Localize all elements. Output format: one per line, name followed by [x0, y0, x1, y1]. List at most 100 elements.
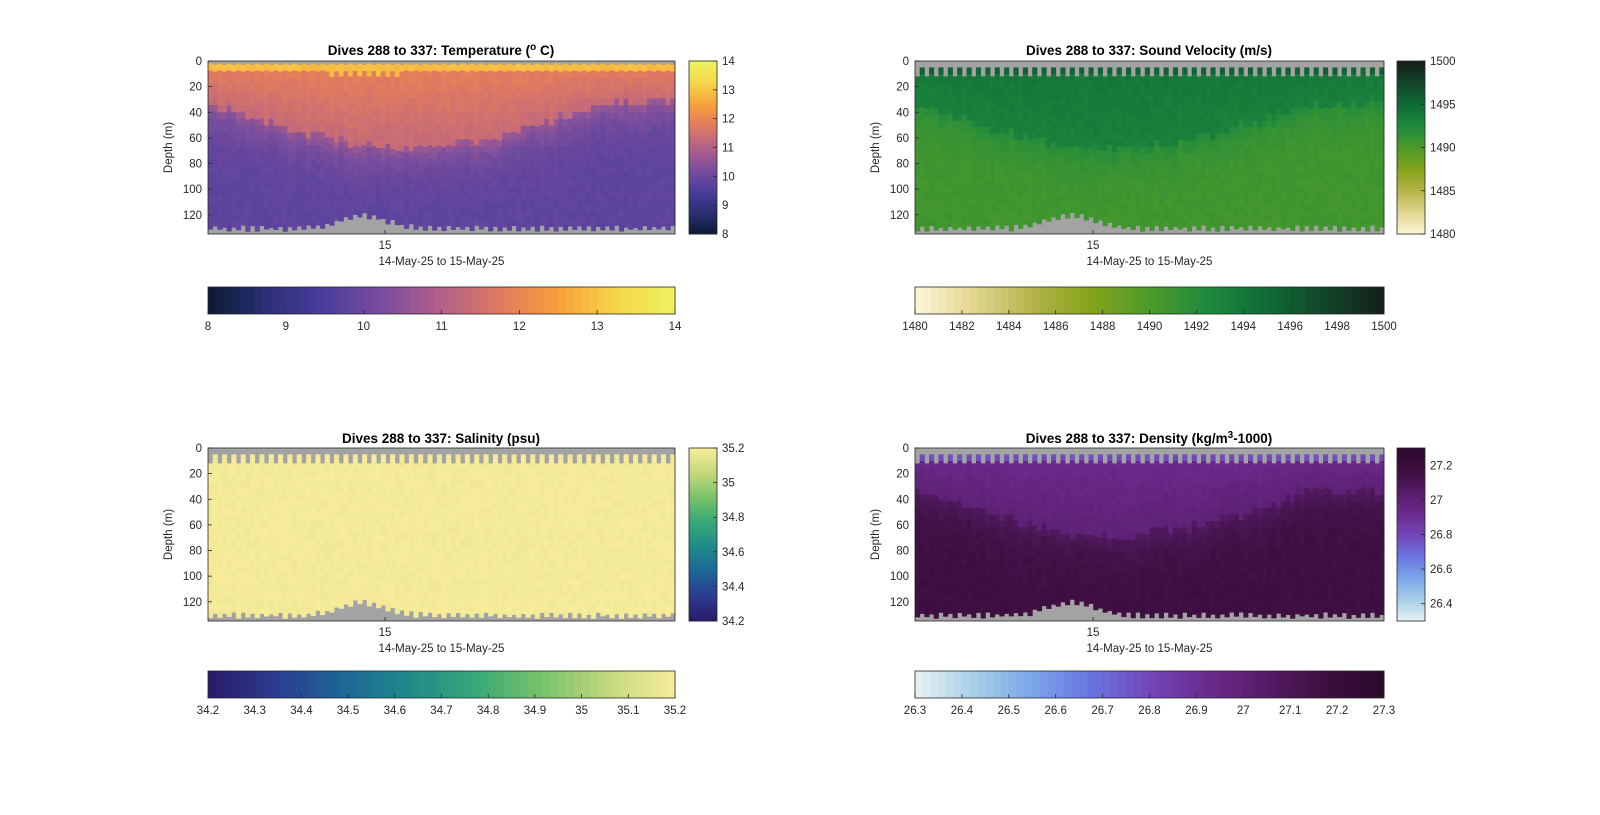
horizontal-colorbar-segment	[597, 287, 606, 314]
heatmap-cell	[1088, 179, 1094, 187]
heatmap-cell	[1210, 114, 1216, 122]
heatmap-cell	[1093, 106, 1099, 114]
heatmap-cell	[366, 82, 372, 90]
heatmap-cell	[259, 105, 265, 113]
heatmap-cell	[371, 183, 377, 191]
heatmap-cell	[1004, 106, 1010, 114]
vertical-colorbar-segment	[689, 112, 717, 117]
heatmap-cell	[432, 202, 438, 210]
heatmap-cell	[1116, 113, 1122, 121]
heatmap-cell	[1276, 167, 1282, 175]
vertical-colorbar-segment	[689, 81, 717, 85]
heatmap-cell	[497, 112, 503, 120]
heatmap-cell	[488, 210, 494, 218]
heatmap-cell	[1238, 87, 1244, 95]
vertical-colorbar-segment	[689, 199, 717, 203]
heatmap-cell	[646, 222, 653, 231]
heatmap-cell	[282, 175, 288, 183]
heatmap-cell	[1022, 178, 1028, 186]
heatmap-cell	[933, 223, 939, 231]
heatmap-cell	[665, 63, 671, 71]
heatmap-cell	[548, 91, 554, 99]
heatmap-cell	[548, 152, 554, 160]
heatmap-cell	[1365, 102, 1371, 110]
heatmap-cell	[567, 85, 573, 93]
vertical-colorbar-segment	[689, 144, 717, 148]
heatmap-cell	[366, 154, 372, 162]
horizontal-colorbar-tick-label: 12	[513, 321, 526, 333]
heatmap-cell	[469, 161, 475, 169]
heatmap-cell	[632, 166, 639, 174]
heatmap-cell	[1051, 135, 1057, 143]
heatmap-cell	[656, 118, 662, 127]
heatmap-cell	[1036, 211, 1043, 219]
heatmap-cell	[604, 105, 611, 113]
heatmap-cell	[250, 151, 256, 160]
heatmap-cell	[1144, 107, 1150, 115]
heatmap-cell	[250, 64, 256, 72]
heatmap-cell	[586, 64, 592, 72]
heatmap-cell	[1055, 106, 1061, 113]
heatmap-cell	[478, 139, 484, 147]
heatmap-cell	[985, 219, 991, 227]
heatmap-cell	[623, 71, 629, 79]
heatmap-cell	[919, 166, 925, 174]
heatmap-cell	[1191, 93, 1197, 101]
heatmap-cell	[338, 116, 344, 124]
heatmap-cell	[1262, 171, 1268, 179]
heatmap-cell	[1323, 186, 1329, 194]
heatmap-cell	[385, 183, 391, 191]
heatmap-cell	[268, 64, 274, 73]
heatmap-cell	[1360, 186, 1366, 194]
heatmap-cell	[915, 76, 921, 84]
heatmap-cell	[1337, 76, 1343, 84]
heatmap-cell	[1318, 121, 1324, 129]
heatmap-cell	[1126, 87, 1132, 95]
heatmap-cell	[1135, 146, 1141, 154]
heatmap-cell	[231, 91, 237, 100]
heatmap-cell	[1341, 113, 1347, 121]
heatmap-cell	[357, 76, 363, 84]
heatmap-cell	[595, 192, 601, 200]
heatmap-cell	[1046, 197, 1052, 204]
heatmap-cell	[511, 212, 517, 220]
heatmap-cell	[1182, 220, 1188, 228]
heatmap-cell	[254, 182, 260, 190]
heatmap-cell	[250, 71, 256, 79]
heatmap-cell	[418, 98, 424, 106]
heatmap-cell	[567, 138, 573, 146]
heatmap-cell	[1121, 95, 1127, 103]
heatmap-cell	[380, 148, 386, 155]
heatmap-cell	[534, 161, 540, 169]
heatmap-cell	[1276, 74, 1282, 82]
heatmap-cell	[581, 153, 587, 162]
heatmap-cell	[394, 70, 400, 78]
heatmap-cell	[404, 214, 410, 223]
heatmap-cell	[399, 197, 405, 205]
heatmap-cell	[1201, 106, 1207, 114]
heatmap-cell	[231, 220, 237, 228]
heatmap-cell	[264, 160, 270, 168]
heatmap-cell	[1224, 102, 1230, 109]
heatmap-cell	[1149, 147, 1155, 154]
heatmap-cell	[1379, 213, 1385, 221]
heatmap-cell	[530, 132, 536, 140]
heatmap-cell	[961, 95, 967, 103]
heatmap-cell	[985, 133, 991, 141]
heatmap-cell	[614, 78, 620, 86]
heatmap-cell	[245, 84, 251, 92]
heatmap-cell	[1271, 82, 1277, 90]
heatmap-cell	[1051, 210, 1057, 218]
heatmap-cell	[660, 98, 667, 106]
heatmap-cell	[952, 191, 958, 198]
heatmap-cell	[1229, 133, 1235, 141]
heatmap-cell	[338, 76, 344, 84]
heatmap-cell	[994, 73, 1000, 81]
heatmap-cell	[1097, 150, 1103, 157]
horizontal-colorbar-segment	[495, 287, 505, 314]
heatmap-cell	[502, 200, 508, 208]
heatmap-cell	[320, 91, 326, 99]
heatmap-cell	[348, 96, 354, 103]
heatmap-cell	[1191, 146, 1197, 154]
heatmap-cell	[623, 213, 629, 221]
